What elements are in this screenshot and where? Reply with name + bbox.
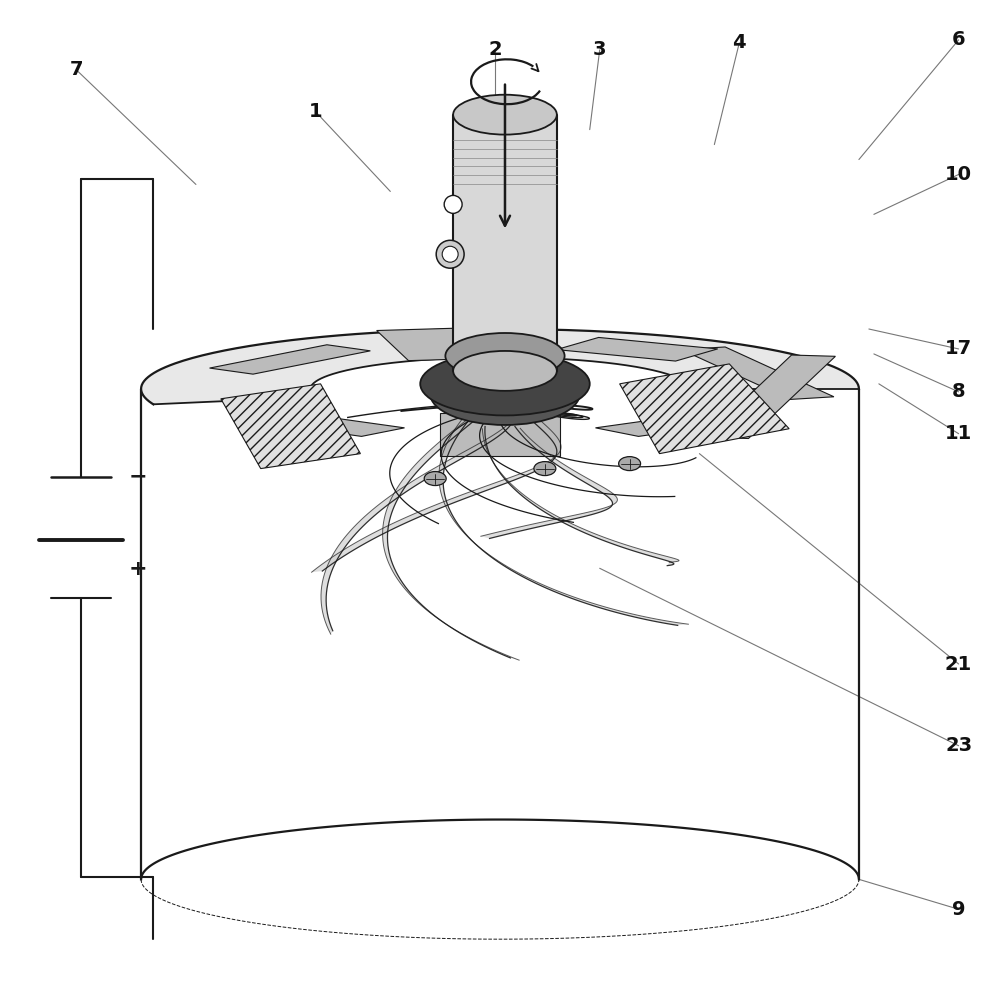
Ellipse shape: [445, 333, 565, 379]
Ellipse shape: [424, 472, 446, 486]
Ellipse shape: [534, 462, 556, 476]
Polygon shape: [312, 419, 561, 572]
Polygon shape: [243, 412, 405, 437]
Ellipse shape: [442, 246, 458, 262]
Text: 11: 11: [945, 424, 972, 444]
Polygon shape: [439, 419, 688, 625]
Polygon shape: [705, 355, 835, 439]
Polygon shape: [595, 412, 757, 437]
Polygon shape: [453, 115, 557, 371]
Text: 1: 1: [309, 102, 322, 122]
Text: 6: 6: [952, 30, 965, 50]
Text: −: −: [129, 467, 148, 487]
Text: 9: 9: [952, 899, 965, 919]
Polygon shape: [681, 347, 834, 400]
Text: +: +: [129, 559, 148, 579]
Polygon shape: [383, 409, 519, 660]
Ellipse shape: [444, 195, 462, 213]
Ellipse shape: [453, 351, 557, 391]
Ellipse shape: [430, 363, 580, 425]
Text: 8: 8: [952, 382, 965, 402]
Text: 10: 10: [945, 165, 972, 184]
Ellipse shape: [619, 457, 641, 471]
Text: 21: 21: [945, 654, 972, 674]
Text: 2: 2: [488, 40, 502, 60]
Polygon shape: [482, 427, 679, 565]
Polygon shape: [377, 327, 528, 361]
Polygon shape: [556, 337, 718, 361]
Polygon shape: [221, 384, 360, 469]
Text: 3: 3: [593, 40, 606, 60]
Text: 17: 17: [945, 339, 972, 359]
Polygon shape: [210, 345, 370, 374]
Polygon shape: [481, 427, 617, 538]
Ellipse shape: [436, 240, 464, 268]
Polygon shape: [440, 413, 560, 457]
Text: 4: 4: [732, 33, 746, 53]
Ellipse shape: [453, 95, 557, 135]
Ellipse shape: [420, 352, 590, 416]
Text: 7: 7: [70, 60, 83, 80]
Text: 23: 23: [945, 736, 972, 756]
Polygon shape: [141, 329, 859, 405]
Polygon shape: [620, 364, 789, 454]
Polygon shape: [321, 409, 518, 634]
